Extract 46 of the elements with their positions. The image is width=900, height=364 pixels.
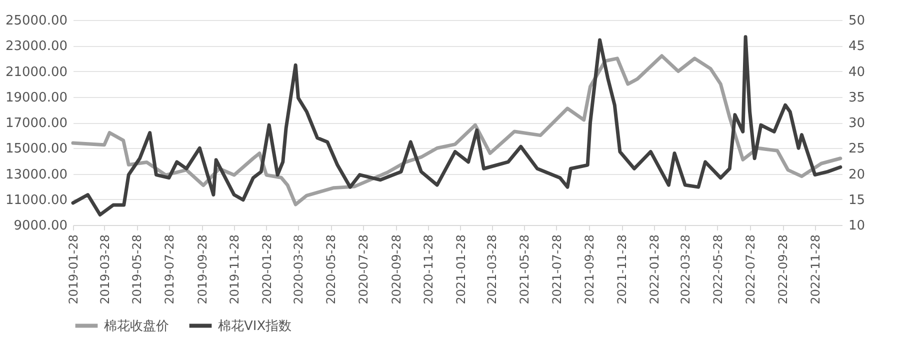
y-tick-label: 21000.00	[5, 64, 68, 80]
y-tick-label: 15000.00	[5, 142, 68, 157]
x-tick-label: 2020-01-28	[260, 234, 274, 304]
x-tick-label: 2022-07-28	[743, 234, 758, 304]
line-series	[71, 35, 842, 216]
y-tick-label: 23000.00	[5, 39, 68, 54]
x-tick-label: 2021-11-28	[615, 234, 630, 304]
x-tick-label: 2021-09-28	[582, 234, 597, 304]
y2-tick-label: 30	[848, 116, 866, 131]
y-tick-label: 9000.00	[14, 218, 68, 234]
x-tick-label: 2020-09-28	[389, 234, 404, 304]
x-tick-label: 2019-11-28	[228, 234, 242, 304]
y2-tick-label: 15	[848, 192, 866, 208]
x-tick-label: 2022-01-28	[647, 234, 662, 304]
y-tick-label: 13000.00	[5, 167, 68, 182]
x-tick-label: 2019-05-28	[130, 234, 144, 304]
y2-tick-label: 25	[848, 142, 866, 157]
y-tick-label: 11000.00	[5, 192, 68, 208]
x-tick-label: 2021-07-28	[550, 234, 564, 304]
x-tick-label: 2020-07-28	[356, 234, 370, 304]
x-tick-label: 2020-05-28	[324, 234, 338, 304]
x-tick-label: 2022-03-28	[678, 234, 693, 304]
y-tick-label: 25000.00	[5, 14, 68, 28]
x-tick-label: 2020-03-28	[292, 234, 306, 304]
y2-tick-label: 35	[848, 90, 866, 106]
x-tick-label: 2019-09-28	[195, 234, 210, 304]
y-tick-label: 19000.00	[5, 90, 68, 106]
x-tick-label: 2019-03-28	[98, 234, 112, 304]
x-tick-label: 2021-03-28	[485, 234, 500, 304]
y2-tick-label: 10	[848, 218, 866, 234]
x-tick-label: 2019-01-28	[66, 234, 80, 304]
x-tick-label: 2022-05-28	[710, 234, 725, 304]
x-tick-label: 2022-11-28	[808, 234, 822, 304]
y-tick-label: 17000.00	[5, 116, 68, 131]
y2-tick-label: 50	[848, 14, 866, 28]
x-tick-label: 2021-05-28	[518, 234, 532, 304]
x-tick-label: 2020-11-28	[422, 234, 436, 304]
y2-tick-label: 40	[848, 64, 866, 80]
legend-label: 棉花VIX指数	[218, 318, 292, 334]
legend-label: 棉花收盘价	[104, 318, 169, 334]
x-tick-label: 2021-01-28	[454, 234, 468, 304]
line-series	[71, 54, 842, 206]
x-tick-label: 2019-07-28	[162, 234, 176, 304]
y2-tick-label: 20	[848, 167, 866, 182]
y2-tick-label: 45	[848, 39, 866, 54]
x-tick-label: 2022-09-28	[776, 234, 790, 304]
